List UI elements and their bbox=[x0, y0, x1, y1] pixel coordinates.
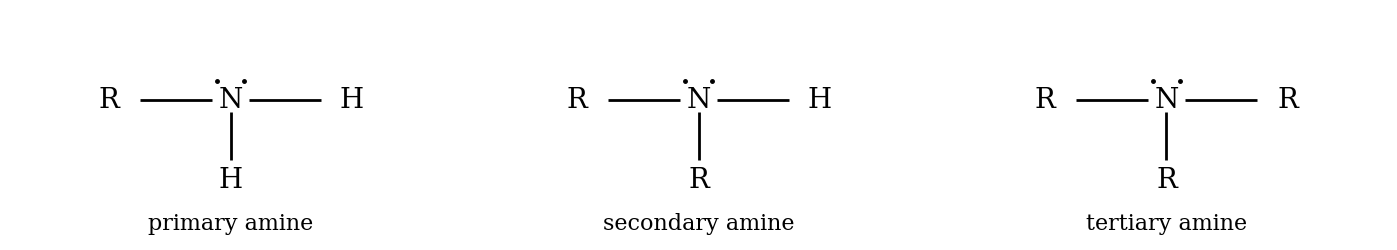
Text: H: H bbox=[807, 86, 833, 114]
Text: R: R bbox=[99, 86, 119, 114]
Text: R: R bbox=[689, 166, 708, 194]
Text: R: R bbox=[1157, 166, 1176, 194]
Text: N: N bbox=[1154, 86, 1179, 114]
Text: R: R bbox=[567, 86, 587, 114]
Text: N: N bbox=[686, 86, 711, 114]
Text: N: N bbox=[218, 86, 243, 114]
Text: H: H bbox=[218, 166, 243, 194]
Text: primary amine: primary amine bbox=[148, 213, 313, 235]
Text: H: H bbox=[339, 86, 365, 114]
Text: tertiary amine: tertiary amine bbox=[1085, 213, 1248, 235]
Text: R: R bbox=[1278, 86, 1298, 114]
Text: R: R bbox=[1035, 86, 1055, 114]
Text: secondary amine: secondary amine bbox=[602, 213, 795, 235]
